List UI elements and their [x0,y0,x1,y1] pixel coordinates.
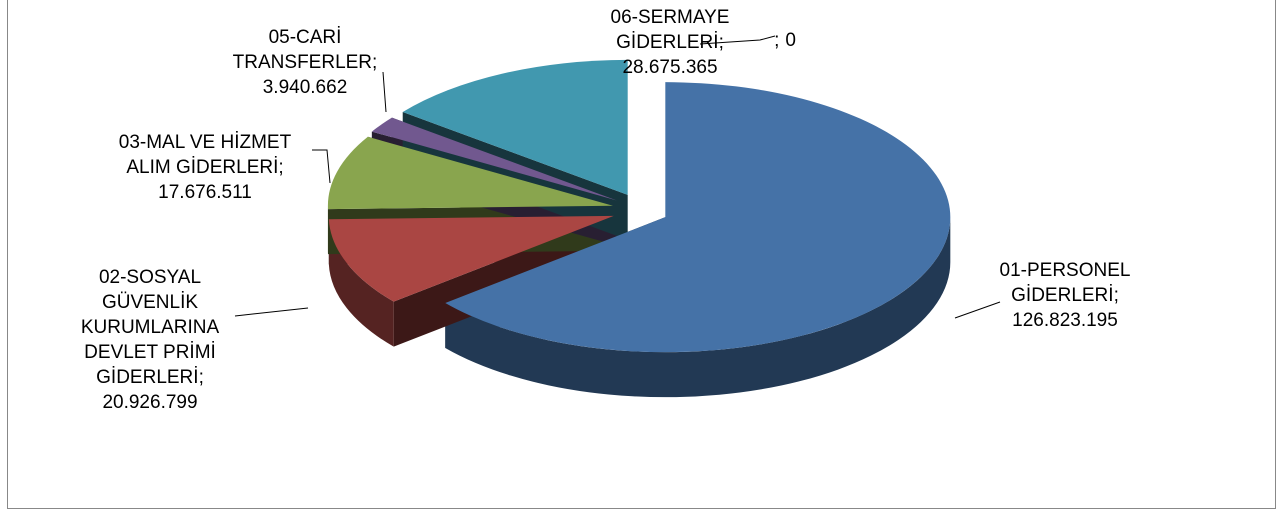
category-label: 03-MAL VE HİZMET ALIM GİDERLERİ [118,132,292,178]
value-label: 3.940.662 [262,77,348,98]
leader-line [382,71,387,113]
slice-side [445,217,951,398]
value-label: 20.926.799 [102,392,198,413]
data-label: 03-MAL VE HİZMET ALIM GİDERLERİ; 17.676.5… [100,130,310,205]
pie-slice [328,215,614,302]
value-label: 28.675.365 [622,57,718,78]
category-label: 05-CARİ TRANSFERLER [232,27,373,73]
data-label: 01-PERSONEL GİDERLERİ; 126.823.195 [983,258,1148,333]
leader-line [954,301,1001,319]
pie-slice [371,117,617,201]
leader-line [234,307,309,317]
label-separator: ; [718,32,724,53]
label-separator: ; [1113,285,1119,306]
value-label: 17.676.511 [158,182,252,203]
pie-slice [327,136,613,210]
label-separator: ; [278,157,284,178]
chart-frame [7,0,1276,509]
data-label: ; 0 [755,28,815,53]
category-label: 02-SOSYAL GÜVENLİK KURUMLARINA DEVLET PR… [80,267,220,388]
pie-slice [445,82,951,353]
label-separator: ; [774,30,780,51]
label-separator: ; [198,367,204,388]
data-label: 06-SERMAYE GİDERLERİ; 28.675.365 [595,5,745,80]
slice-side [328,219,394,347]
leader-line [312,149,331,184]
data-label: 05-CARİ TRANSFERLER; 3.940.662 [230,25,380,100]
slice-tops [327,59,951,353]
category-label: 01-PERSONEL GİDERLERİ [999,260,1131,306]
category-label: 06-SERMAYE GİDERLERİ [610,7,730,53]
pie-slice [402,59,628,195]
value-label: 0 [785,30,796,51]
value-label: 126.823.195 [1012,310,1118,331]
label-separator: ; [372,52,378,73]
leader-line [699,35,776,45]
data-label: 02-SOSYAL GÜVENLİK KURUMLARINA DEVLET PR… [50,265,250,415]
